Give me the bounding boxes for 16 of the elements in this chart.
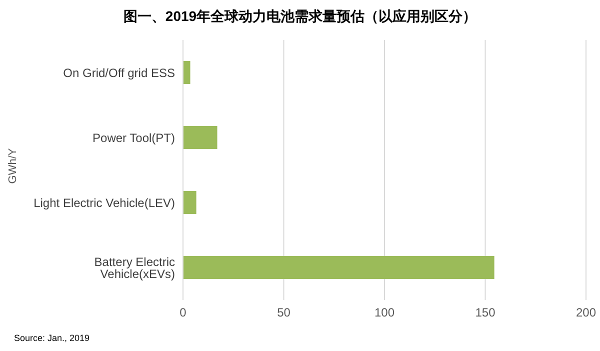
y-tick-label: On Grid/Off grid ESS [63,66,175,80]
bar [183,126,218,149]
chart-title: 图一、2019年全球动力电池需求量预估（以应用别区分） [122,8,478,26]
y-tick-label: Power Tool(PT) [92,130,175,145]
bar [183,61,190,84]
bar [183,256,494,279]
y-tick-label: Battery Electric Vehicle(xEVs) [94,254,175,281]
bar [183,191,196,214]
x-tick-label: 200 [576,306,596,320]
x-tick-label: 100 [374,306,395,320]
y-tick-label: Light Electric Vehicle(LEV) [34,196,175,210]
y-axis-title: GWh/Y [7,147,19,186]
x-tick-label: 50 [277,306,291,320]
source-note: Source: Jan., 2019 [14,333,90,343]
x-tick-label: 0 [180,306,187,320]
x-tick-label: 150 [475,306,496,320]
